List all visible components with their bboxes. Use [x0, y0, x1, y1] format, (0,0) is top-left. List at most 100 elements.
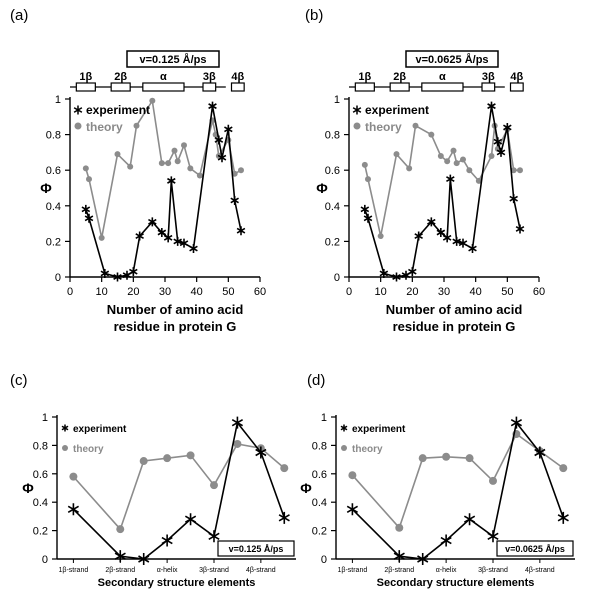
legend-theory-label: theory: [86, 120, 123, 134]
experiment-point: [363, 213, 373, 223]
experiment-point: [493, 137, 503, 147]
category-label: 4β-strand: [525, 567, 555, 574]
ss-element-box: [389, 82, 410, 92]
experiment-point: [534, 446, 546, 459]
x-tick-label: 10: [375, 286, 387, 298]
experiment-point: [113, 272, 122, 282]
y-tick-label: 1: [42, 412, 48, 424]
category-label: 2β-strand: [105, 567, 135, 574]
theory-point: [158, 160, 165, 167]
velocity-box: [405, 50, 499, 68]
legend-experiment-marker: [340, 424, 348, 432]
theory-point: [139, 457, 148, 466]
experiment-point: [509, 194, 518, 204]
theory-point: [233, 439, 242, 448]
theory-line: [72, 443, 285, 531]
category-label: α-helix: [157, 567, 178, 574]
theory-point: [114, 151, 121, 158]
theory-point: [171, 147, 178, 154]
theory-point: [393, 151, 400, 158]
theory-point: [238, 167, 244, 174]
x-axis-title-line1: Number of amino acid: [107, 302, 244, 317]
experiment-point: [452, 236, 461, 246]
experiment-line: [351, 420, 565, 560]
ss-element-box: [202, 82, 217, 92]
experiment-point: [167, 176, 176, 186]
experiment-point: [163, 233, 173, 243]
legend-experiment-label: experiment: [352, 424, 406, 435]
y-tick-label: 0.4: [46, 201, 61, 213]
x-tick-label: 30: [438, 286, 450, 298]
ss-element-box: [481, 82, 496, 92]
category-label: 3β-strand: [478, 567, 508, 574]
legend-theory-label: theory: [365, 120, 402, 134]
panel-c: (c) 0 0.2 0.4 0.6 0.8 1 1β-strand 2β-strand α-hel…: [10, 372, 296, 589]
legend-theory-marker: [341, 445, 347, 451]
ss-element-label: 4β: [510, 71, 523, 83]
theory-point: [442, 452, 451, 461]
y-tick-label: 0.6: [33, 469, 48, 481]
theory-point: [163, 454, 172, 463]
series-experiment: [81, 101, 246, 282]
x-axis-title: Secondary structure elements: [377, 577, 535, 589]
experiment-point: [436, 228, 446, 237]
experiment-point: [138, 553, 150, 565]
x-tick-label: 10: [96, 286, 108, 298]
experiment-point: [67, 503, 80, 516]
theory-point: [187, 165, 194, 172]
theory-point: [174, 158, 181, 165]
theory-point: [361, 161, 368, 168]
theory-point: [406, 165, 413, 172]
y-tick-label: 0.2: [325, 236, 340, 248]
experiment-point: [217, 153, 227, 163]
experiment-point: [346, 503, 359, 516]
experiment-line: [72, 420, 286, 560]
theory-point: [127, 163, 134, 170]
y-tick-label: 0.4: [312, 497, 327, 509]
y-tick-label: 0: [55, 272, 61, 284]
category-label: 1β-strand: [338, 567, 368, 574]
theory-point: [559, 464, 568, 473]
category-label: 4β-strand: [246, 567, 276, 574]
velocity-label: v=0.0625 Å/ps: [415, 53, 488, 66]
theory-line: [351, 432, 564, 530]
velocity-box: [496, 540, 574, 557]
y-tick-label: 0.4: [325, 201, 340, 213]
theory-point: [69, 472, 78, 481]
experiment-point: [114, 550, 126, 563]
legend-theory-marker: [62, 445, 68, 451]
experiment-point: [161, 534, 173, 547]
panel-label: (d): [307, 372, 325, 389]
experiment-point: [468, 244, 477, 254]
experiment-point: [487, 101, 496, 111]
legend-experiment-label: experiment: [86, 103, 150, 117]
theory-point: [465, 454, 474, 463]
experiment-point: [84, 213, 94, 223]
ss-element-label: 1β: [358, 71, 371, 83]
legend-experiment-marker: [61, 424, 69, 432]
y-tick-label: 1: [55, 94, 61, 106]
panel-d: (d) 0 0.2 0.4 0.6 0.8 1 1β-strand 2β-strand α-hel…: [300, 372, 575, 589]
y-tick-label: 0.8: [312, 440, 327, 452]
experiment-point: [515, 224, 525, 234]
ss-element-label: 4β: [231, 71, 244, 83]
experiment-point: [231, 416, 244, 429]
theory-point: [149, 97, 156, 104]
series-experiment: [67, 416, 290, 565]
theory-point: [377, 233, 384, 240]
experiment-point: [214, 135, 224, 145]
theory-point: [412, 122, 419, 129]
theory-point: [280, 464, 289, 473]
experiment-point: [208, 530, 220, 543]
ss-element-box: [110, 82, 131, 92]
velocity-label: v=0.125 Å/ps: [140, 53, 207, 66]
legend-experiment-label: experiment: [365, 103, 429, 117]
theory-point: [186, 451, 195, 460]
experiment-point: [417, 553, 429, 565]
legend-theory-label: theory: [352, 444, 383, 455]
experiment-point: [458, 238, 468, 248]
x-tick-label: 60: [254, 286, 266, 298]
experiment-point: [208, 101, 217, 111]
series-theory: [69, 439, 289, 534]
